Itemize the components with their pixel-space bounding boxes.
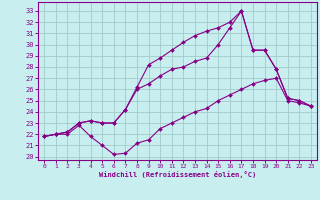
X-axis label: Windchill (Refroidissement éolien,°C): Windchill (Refroidissement éolien,°C): [99, 171, 256, 178]
